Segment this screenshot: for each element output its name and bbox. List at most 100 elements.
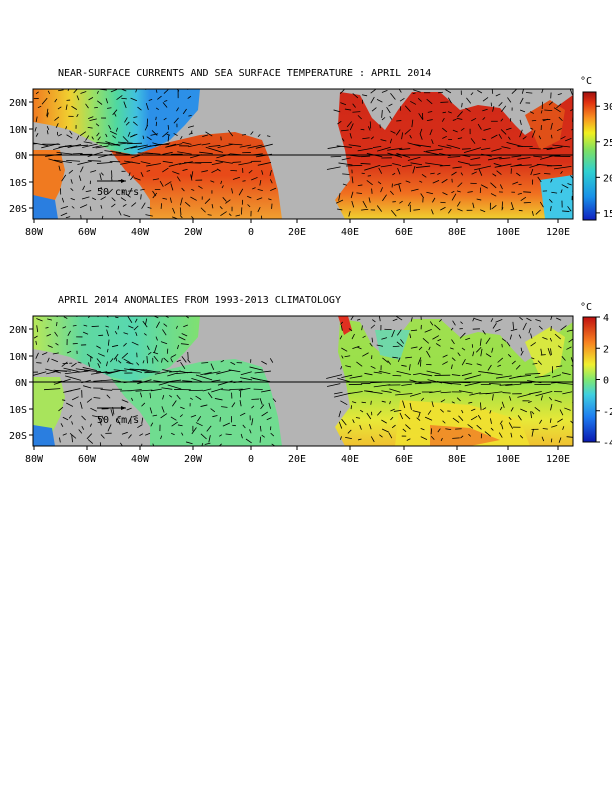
current-arrow [492,173,497,177]
current-arrow [370,324,376,329]
current-arrow [571,128,573,131]
current-arrow [461,102,463,108]
current-arrow [452,166,462,169]
current-arrow [71,206,75,209]
current-arrow [562,426,565,430]
current-arrow [123,145,138,150]
current-arrow [496,170,502,175]
current-arrow [137,424,143,429]
current-arrow [257,206,261,213]
current-arrow [54,370,71,372]
current-arrow [519,316,523,321]
current-arrow [340,436,342,440]
current-arrow [389,116,393,120]
current-arrow [391,329,395,338]
current-arrow [441,127,448,133]
current-arrow [127,142,142,145]
current-arrow [211,162,223,166]
current-arrow [173,117,179,124]
current-arrow [360,163,371,165]
current-arrow [448,208,452,214]
current-arrow [66,159,81,162]
current-arrow [70,179,73,184]
current-arrow [217,380,233,386]
current-arrow [33,143,38,145]
current-arrow [128,434,132,439]
current-arrow [561,372,571,376]
current-arrow [161,406,165,413]
current-arrow [110,89,118,93]
x-tick-label: 20W [184,227,203,238]
current-arrow [548,396,553,401]
current-arrow [509,334,512,340]
current-arrow [92,415,100,418]
current-arrow [389,190,394,196]
current-arrow [544,109,553,112]
current-arrow [126,407,132,411]
current-arrow [145,152,161,155]
current-arrow [143,333,147,336]
current-arrow [413,209,421,211]
current-arrow [518,334,522,339]
current-arrow [404,105,411,112]
current-arrow [67,330,71,337]
current-arrow [71,396,79,401]
current-arrow [228,213,232,217]
current-arrow [130,134,136,138]
current-arrow [492,323,497,329]
current-arrow [507,354,512,358]
current-arrow [543,147,553,150]
current-arrow [121,431,128,435]
current-arrow [214,398,223,401]
current-arrow [96,345,101,349]
current-arrow [96,358,102,364]
current-arrow [117,415,122,418]
current-arrow [146,170,151,172]
current-arrow [451,401,455,404]
current-arrow [457,137,463,140]
current-arrow [549,337,553,342]
current-arrow [510,328,518,332]
current-arrow [519,119,522,126]
current-arrow [161,387,173,390]
current-arrow [171,400,177,407]
current-arrow [54,98,58,103]
current-arrow [153,355,159,362]
current-arrow [490,427,494,431]
current-arrow [429,129,433,136]
current-arrow [366,180,373,186]
current-arrow [71,434,73,443]
current-arrow [163,323,168,327]
current-arrow [118,210,122,216]
current-arrow [228,143,243,146]
current-arrow [340,400,348,406]
current-arrow [211,169,218,174]
current-arrow [121,352,129,359]
current-arrow [130,97,138,102]
current-arrow [139,433,144,436]
current-arrow [535,209,541,215]
current-arrow [238,161,252,166]
current-arrow [465,107,471,112]
current-arrow [426,191,434,195]
current-arrow [388,432,393,439]
current-arrow [177,151,192,155]
current-arrow [362,352,369,357]
current-arrow [123,381,132,384]
current-arrow [176,176,181,182]
current-arrow [397,167,401,175]
current-arrow [89,206,92,212]
current-arrow [134,318,138,323]
current-arrow [219,434,223,437]
current-arrow [440,437,443,442]
current-arrow [105,325,109,328]
current-arrow [105,316,109,318]
current-arrow [378,167,383,174]
current-arrow [460,127,465,131]
current-arrow [216,168,221,172]
current-arrow [240,371,252,376]
current-arrow [434,324,441,331]
current-arrow [345,437,352,440]
colorbar-tick-label: 0 [603,376,609,387]
x-tick-label: 40W [131,454,150,465]
